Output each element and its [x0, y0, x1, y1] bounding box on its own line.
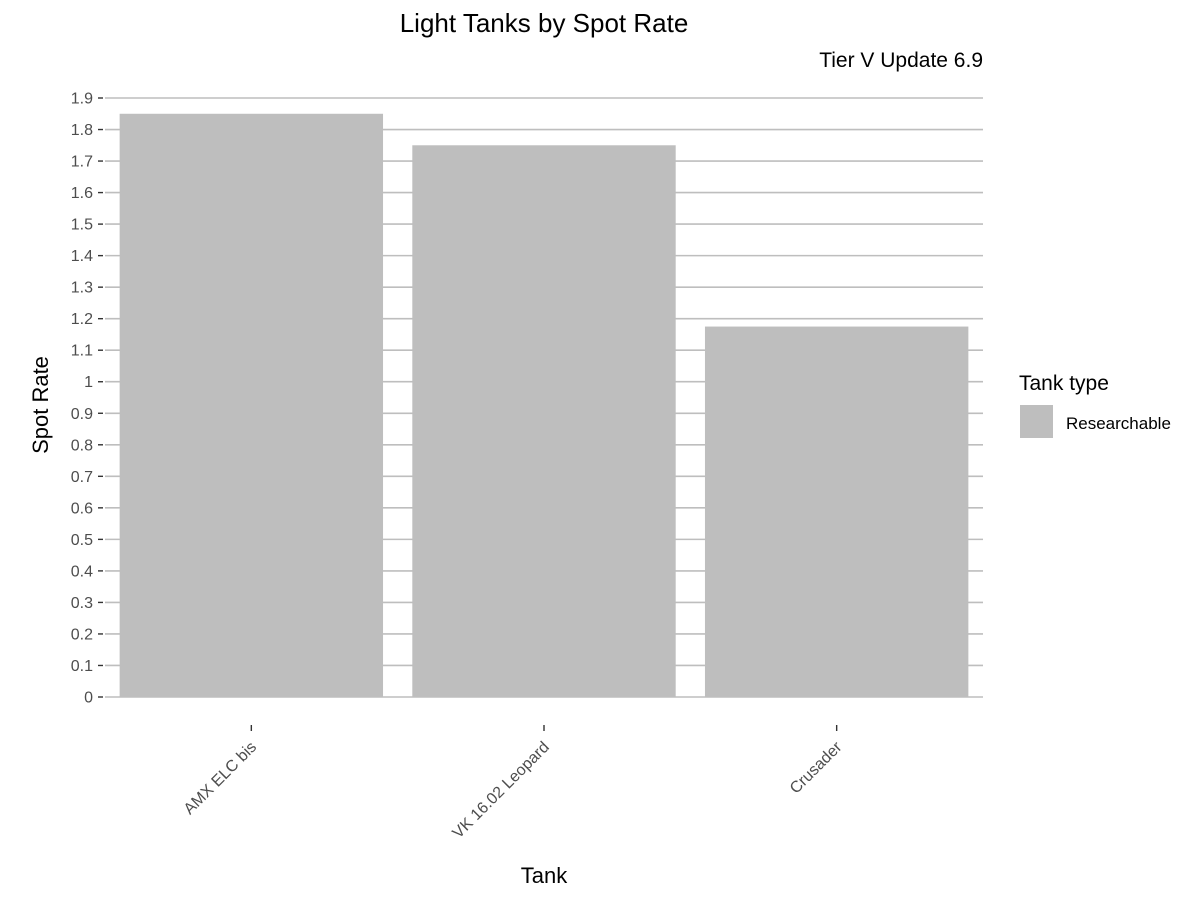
- bars: [119, 113, 969, 697]
- y-tick-label: 1.2: [71, 311, 93, 328]
- y-tick-label: 1.5: [71, 217, 93, 234]
- y-tick-label: 0.6: [71, 500, 93, 517]
- y-tick-label: 0.8: [71, 437, 93, 454]
- legend-label-researchable: Researchable: [1066, 414, 1171, 433]
- y-tick-label: 1.1: [71, 343, 93, 360]
- y-tick-label: 0.3: [71, 595, 93, 612]
- legend-title: Tank type: [1019, 372, 1109, 395]
- x-tick-label: Crusader: [787, 738, 846, 797]
- bar-vk-16-02-leopard: [412, 145, 676, 697]
- y-tick-label: 0: [84, 690, 93, 707]
- x-tick-label: VK 16.02 Leopard: [450, 739, 553, 842]
- y-tick-label: 1.3: [71, 280, 93, 297]
- y-tick-label: 1.7: [71, 154, 93, 171]
- y-tick-label: 0.1: [71, 658, 93, 675]
- x-axis-title: Tank: [521, 863, 568, 888]
- y-tick-label: 1.8: [71, 122, 93, 139]
- y-tick-label: 1.4: [71, 248, 93, 265]
- x-axis-ticks: AMX ELC bis VK 16.02 Leopard Crusader: [181, 725, 846, 842]
- bar-amx-elc-bis: [119, 113, 384, 697]
- legend-key-researchable: [1020, 405, 1053, 438]
- y-tick-label: 1: [84, 374, 93, 391]
- y-tick-label: 1.6: [71, 185, 93, 202]
- y-tick-label: 0.4: [71, 563, 93, 580]
- y-axis-title: Spot Rate: [28, 356, 53, 454]
- y-tick-label: 1.9: [71, 91, 93, 108]
- y-tick-label: 0.2: [71, 626, 93, 643]
- bar-crusader: [704, 326, 969, 697]
- x-tick-label: AMX ELC bis: [181, 739, 260, 818]
- y-tick-label: 0.7: [71, 469, 93, 486]
- y-tick-label: 0.9: [71, 406, 93, 423]
- chart-title: Light Tanks by Spot Rate: [400, 8, 689, 38]
- chart-subtitle: Tier V Update 6.9: [819, 49, 983, 72]
- y-axis-ticks: 0 0.1 0.2 0.3 0.4 0.5 0.6 0.7 0.8 0.9 1 1.1 1.2 1.3 1.…: [71, 91, 103, 707]
- y-tick-label: 0.5: [71, 532, 93, 549]
- legend: Tank type Researchable: [1019, 372, 1171, 438]
